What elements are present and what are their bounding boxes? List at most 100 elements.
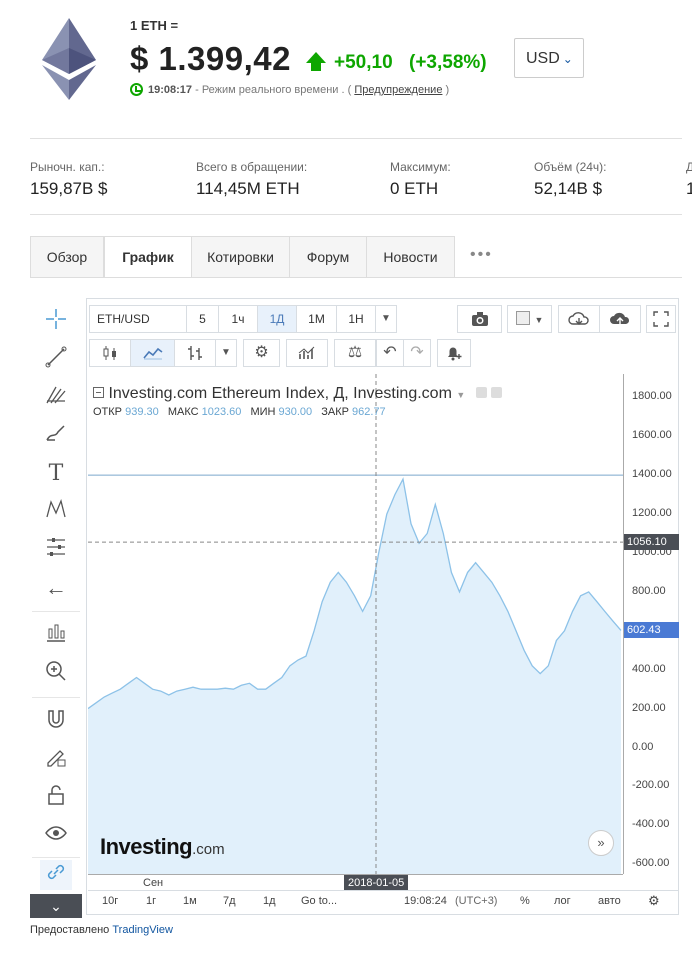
ohlc-close-label: ЗАКР [321,406,349,418]
collapse-icon[interactable] [93,387,104,398]
toolbar-separator-2 [32,697,80,698]
interval-1h[interactable]: 1ч [218,305,258,333]
ohlc-high-value: 1023.60 [201,406,242,418]
x-tick-label: Сен [143,877,164,889]
quote-time: 19:08:17 [148,84,193,96]
color-picker-icon[interactable]: ▼ [507,305,552,333]
lock-icon[interactable] [40,783,72,813]
tab-overview[interactable]: Обзор [30,236,104,278]
stat-label-cut: Д [686,160,692,174]
currency-label: USD [526,50,560,67]
chevron-down-icon: ⌄ [562,52,573,66]
trend-line-icon[interactable] [40,345,72,375]
y-tick-label: -600.00 [632,857,670,870]
gear-icon[interactable]: ⚙ [648,893,660,908]
range-10y[interactable]: 10г [102,895,119,907]
interval-1d[interactable]: 1Д [257,305,297,333]
log-toggle[interactable]: лог [554,895,571,907]
link-icon[interactable] [40,860,72,890]
stat-value-max: 0 ETH [390,179,439,198]
area-chart-icon[interactable] [130,339,175,367]
candles-icon[interactable] [89,339,131,367]
interval-dropdown-icon[interactable]: ▼ [375,305,397,333]
warning-link[interactable]: Предупреждение [354,84,443,96]
range-1m[interactable]: 1м [183,895,197,907]
price-axis[interactable]: -600.00-400.00-200.000.00200.00400.00600… [623,374,679,874]
chart-time: 19:08:24 [404,895,447,907]
y-tick-label: 1400.00 [632,468,672,481]
chart-type-dropdown-icon[interactable]: ▼ [215,339,237,367]
realtime-text: - Режим реального времени . ( [195,84,352,96]
tab-news[interactable]: Новости [366,236,455,278]
y-tick-label: 1600.00 [632,429,672,442]
cloud-download-icon[interactable] [558,305,600,333]
eye-icon[interactable] [40,821,72,851]
undo-icon[interactable]: ↶ [376,339,404,367]
fullscreen-icon[interactable] [646,305,676,333]
redo-icon[interactable]: ↷ [403,339,431,367]
compare-scale-icon[interactable]: ⚖ [334,339,376,367]
chevron-down-icon[interactable]: ⌄ [30,894,82,918]
legend-settings-icon[interactable] [475,387,487,398]
pattern-icon[interactable] [40,497,72,527]
zoom-icon[interactable] [40,659,72,689]
back-arrow-icon[interactable]: ← [45,575,67,600]
currency-select[interactable]: USD ⌄ [514,38,584,78]
interval-1m[interactable]: 1М [296,305,337,333]
credit-line: Предоставлено TradingView [30,924,173,936]
range-7d[interactable]: 7д [223,895,236,907]
legend-dropdown-icon[interactable]: ▼ [456,390,466,400]
ohlc-high-label: МАКС [167,406,199,418]
time-axis[interactable]: Сен 2018-01-05 [88,874,623,891]
watermark-suffix: .com [192,841,225,858]
prediction-icon[interactable] [40,535,72,565]
tradingview-link[interactable]: TradingView [112,924,173,936]
investing-watermark: Investing.com [100,834,225,860]
alert-bell-icon[interactable] [437,339,471,367]
y-tick-label: -200.00 [632,779,670,792]
brush-icon[interactable] [40,421,72,451]
tab-quotes[interactable]: Котировки [191,236,290,278]
camera-icon[interactable] [457,305,502,333]
more-tabs-button[interactable]: ••• [470,246,493,263]
range-1d[interactable]: 1д [263,895,276,907]
crosshair-icon[interactable] [40,307,72,337]
fib-tool-icon[interactable] [40,383,72,413]
interval-1w[interactable]: 1Н [336,305,376,333]
y-tick-label: 200.00 [632,701,666,714]
legend-remove-icon[interactable] [491,387,503,398]
y-tick-label: 1200.00 [632,507,672,520]
gear-icon[interactable]: ⚙ [243,339,280,367]
text-tool-icon[interactable]: T [48,461,64,486]
tab-forum[interactable]: Форум [289,236,367,278]
magnet-icon[interactable] [40,707,72,737]
goto-button[interactable]: Go to... [301,895,338,907]
realtime-line: 19:08:17 - Режим реального времени . ( П… [148,84,449,96]
chart-legend: Investing.com Ethereum Index, Д, Investi… [93,385,503,403]
timezone-button[interactable]: (UTC+3) [455,895,498,907]
percent-toggle[interactable]: % [520,895,530,907]
stat-value-supply: 114,45M ETH [196,179,300,198]
price-chart[interactable] [88,374,623,874]
y-tick-label: 0.00 [632,740,654,753]
interval-5[interactable]: 5 [186,305,219,333]
ohlc-low-label: МИН [250,406,276,418]
scroll-to-end-icon[interactable]: » [588,830,614,856]
y-tick-label: 800.00 [632,584,666,597]
y-tick-label: 400.00 [632,662,666,675]
measure-icon[interactable] [40,621,72,651]
symbol-input[interactable]: ETH/USD [89,305,187,333]
price-change-pct: (+3,58%) [409,52,487,73]
range-1y[interactable]: 1г [146,895,157,907]
tab-chart[interactable]: График [104,236,192,278]
cloud-upload-icon[interactable] [599,305,641,333]
lock-drawing-icon[interactable] [40,745,72,775]
y-tick-label: -400.00 [632,818,670,831]
crosshair-date-label: 2018-01-05 [344,875,409,891]
stat-value-volume: 52,14B $ [534,179,603,198]
auto-toggle[interactable]: авто [598,895,621,907]
stat-value-cut: 1 [686,179,692,198]
indicators-icon[interactable] [286,339,328,367]
bars-icon[interactable] [174,339,216,367]
price-change: +50,10 [334,52,393,73]
